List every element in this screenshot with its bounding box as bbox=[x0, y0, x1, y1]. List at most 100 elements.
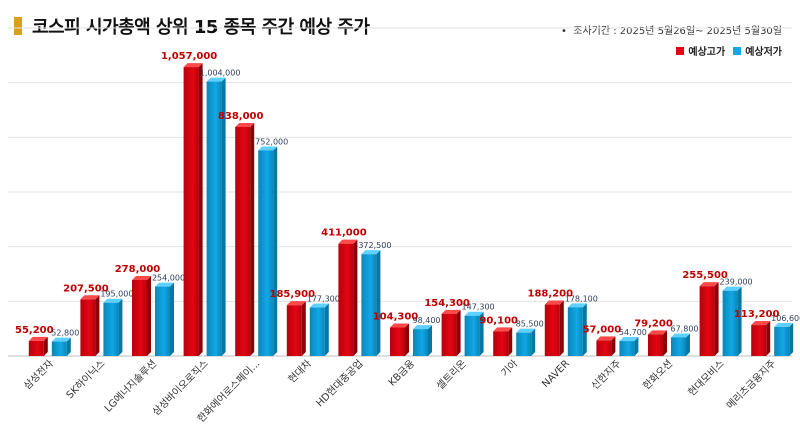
data-label-low: 85,500 bbox=[516, 320, 544, 329]
bar-low bbox=[619, 341, 635, 356]
bar-low-side bbox=[273, 146, 278, 356]
bar-high-top bbox=[648, 330, 667, 335]
bar-high-top bbox=[80, 295, 100, 300]
bar-high-top bbox=[544, 300, 564, 305]
bar-high-side bbox=[147, 276, 151, 356]
bar-high-top bbox=[493, 327, 513, 332]
data-label-low: 752,000 bbox=[255, 137, 288, 146]
bar-low-top bbox=[155, 282, 174, 287]
bar-low-side bbox=[376, 250, 381, 356]
bar-low-side bbox=[324, 303, 329, 356]
bar-low-side bbox=[479, 311, 484, 356]
x-tick-label: NAVER bbox=[540, 358, 572, 390]
bar-high-top bbox=[235, 122, 255, 127]
bar-high bbox=[648, 334, 663, 356]
bar-low bbox=[361, 254, 377, 356]
data-label-high: 207,500 bbox=[63, 283, 109, 294]
bar-high-side bbox=[198, 63, 203, 356]
x-tick-label: 셀트리온 bbox=[434, 358, 469, 393]
bar-high bbox=[441, 313, 457, 356]
data-label-high: 90,100 bbox=[479, 315, 518, 326]
bar-low bbox=[516, 332, 532, 356]
bar-high-side bbox=[714, 282, 719, 356]
bar-low-side bbox=[737, 286, 742, 356]
bar-low-top bbox=[51, 337, 71, 342]
bar-high-top bbox=[699, 282, 719, 287]
x-tick-label: 한화오션 bbox=[641, 358, 676, 393]
bar-low-side bbox=[221, 77, 226, 356]
bar-high-top bbox=[28, 336, 48, 341]
bar-low-side bbox=[531, 328, 536, 356]
bar-low-side bbox=[66, 337, 71, 356]
bar-high-side bbox=[43, 336, 48, 356]
x-tick-label: 삼성바이오로직스 bbox=[150, 358, 211, 419]
title-marker bbox=[14, 17, 22, 35]
legend-swatch-low bbox=[733, 46, 742, 55]
bar-low bbox=[155, 286, 170, 356]
bar-low bbox=[103, 302, 119, 356]
bar-high-top bbox=[441, 309, 461, 314]
data-label-high: 57,000 bbox=[583, 324, 622, 335]
bar-high-side bbox=[559, 300, 564, 356]
x-tick-label: HD현대중공업 bbox=[313, 357, 365, 409]
x-tick-label: 현대차 bbox=[286, 358, 314, 386]
data-label-high: 188,200 bbox=[528, 289, 574, 300]
bar-low-side bbox=[582, 303, 587, 356]
bar-low-top bbox=[464, 311, 484, 316]
bar-low bbox=[774, 326, 790, 356]
bar-low bbox=[722, 290, 738, 356]
x-tick-label: 메리츠금융지주 bbox=[724, 358, 778, 412]
x-tick-label: KB금융 bbox=[386, 358, 417, 389]
bar-low-top bbox=[774, 322, 794, 327]
x-tick-label: 현대모비스 bbox=[686, 358, 727, 399]
data-label-low: 98,400 bbox=[413, 316, 441, 325]
survey-period-text: 조사기간 : 2025년 5월26일~ 2025년 5월30일 bbox=[573, 26, 782, 37]
data-label-high: 104,300 bbox=[373, 311, 419, 322]
data-label-low: 254,000 bbox=[152, 274, 185, 283]
bar-high-side bbox=[456, 309, 461, 356]
data-label-low: 372,500 bbox=[358, 241, 391, 250]
bar-low-side bbox=[634, 337, 639, 356]
bar-low-top bbox=[619, 337, 639, 342]
data-label-low: 67,800 bbox=[671, 324, 699, 333]
data-label-low: 178,100 bbox=[565, 294, 598, 303]
data-label-low: 147,300 bbox=[462, 303, 495, 312]
bar-low-side bbox=[118, 298, 123, 356]
bullet-icon: • bbox=[561, 26, 574, 37]
data-label-low: 52,800 bbox=[51, 329, 79, 338]
bar-high bbox=[544, 304, 560, 356]
bar-low-top bbox=[671, 333, 690, 338]
bar-low bbox=[309, 307, 325, 356]
bar-low bbox=[567, 307, 583, 356]
bar-high bbox=[235, 126, 251, 357]
bar-low-top bbox=[722, 286, 742, 291]
data-label-high: 278,000 bbox=[115, 264, 161, 275]
bar-high bbox=[699, 286, 715, 356]
bar-high bbox=[286, 305, 302, 356]
legend-item-low: 예상저가 bbox=[733, 43, 782, 58]
data-label-high: 411,000 bbox=[321, 228, 367, 239]
bar-high-top bbox=[183, 63, 203, 68]
legend: 예상고가 예상저가 bbox=[668, 43, 782, 58]
data-label-low: 106,600 bbox=[771, 314, 800, 323]
bar-high-side bbox=[405, 323, 409, 356]
bar-high-top bbox=[390, 323, 409, 328]
bar-high-side bbox=[301, 301, 306, 356]
data-label-high: 113,200 bbox=[734, 309, 780, 320]
bar-low bbox=[258, 150, 274, 356]
x-tick-label: 삼성전자 bbox=[21, 358, 56, 393]
data-label-low: 239,000 bbox=[720, 278, 753, 287]
bar-high-top bbox=[286, 301, 306, 306]
bar-high-top bbox=[338, 239, 358, 244]
data-label-high: 838,000 bbox=[218, 111, 264, 122]
x-tick-label: SK하이닉스 bbox=[63, 357, 107, 401]
bar-high-side bbox=[611, 336, 616, 356]
x-tick-label: 기아 bbox=[499, 358, 521, 380]
bar-low-top bbox=[206, 77, 226, 82]
bar-high bbox=[390, 327, 405, 356]
bar-high bbox=[596, 340, 612, 356]
bar-low-side bbox=[170, 282, 174, 356]
bar-low-top bbox=[361, 250, 381, 255]
bar-high bbox=[751, 325, 767, 356]
bar-low-top bbox=[413, 325, 432, 330]
